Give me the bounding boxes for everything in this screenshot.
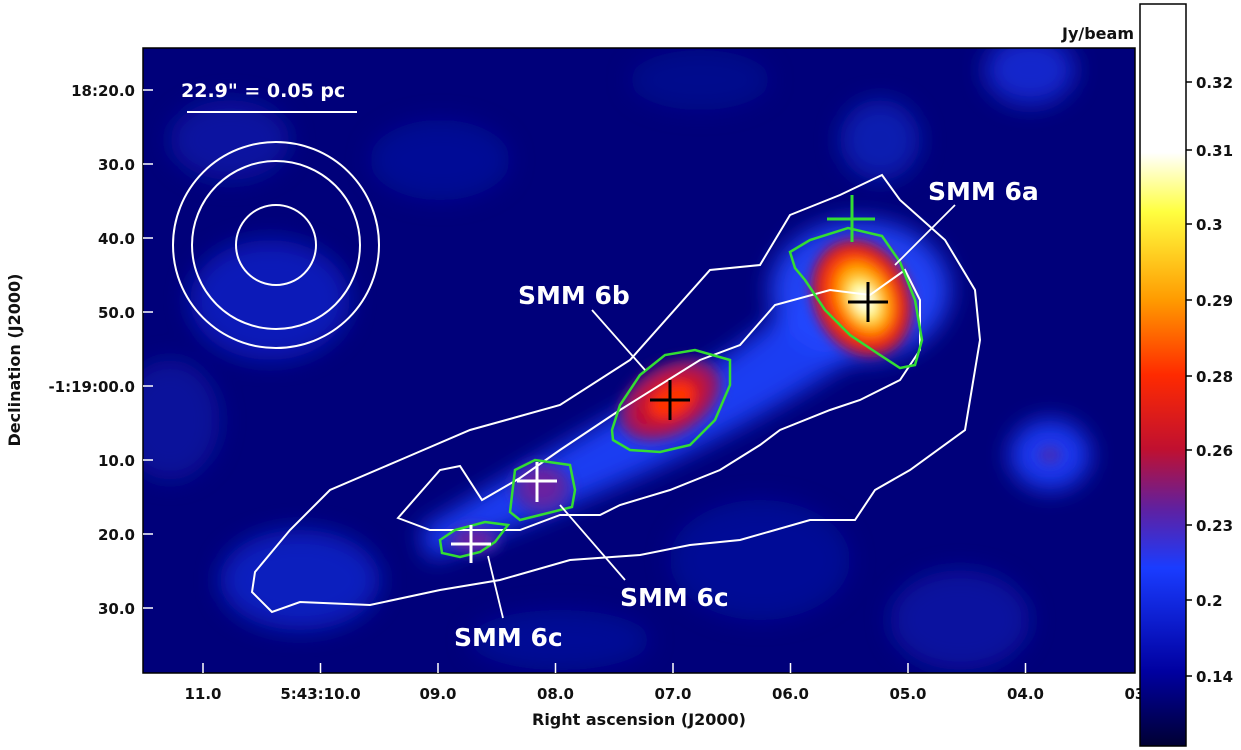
cross-markers (451, 195, 888, 563)
colorbar-tick-label: 0.3 (1196, 216, 1223, 234)
colorbar-tick-label: 0.23 (1196, 517, 1233, 535)
pointer-lines (487, 204, 956, 619)
source-label-6b: SMM 6b (518, 281, 630, 310)
cross-marker-black-6a (848, 282, 888, 322)
green-contour-6b (610, 348, 732, 454)
x-tick-label: 11.0 (184, 685, 221, 703)
heatmap-image (143, 48, 1135, 673)
colorbar-tick-label: 0.14 (1196, 668, 1233, 686)
pointer-line-6c-lower (487, 555, 504, 619)
colorbar-tick-label: 0.29 (1196, 292, 1233, 310)
source-label-6c-upper: SMM 6c (620, 583, 729, 612)
x-tick-label: 09.0 (419, 685, 456, 703)
beam-circle-inner (235, 204, 317, 286)
y-tick-label: -1:19:00.0 (48, 378, 135, 396)
green-contour-6c-upper (508, 458, 577, 522)
colorbar-tick-label: 0.26 (1196, 442, 1233, 460)
y-tick-label: 30.0 (98, 600, 135, 618)
source-labels: SMM 6a SMM 6b SMM 6c SMM 6c (454, 177, 1039, 652)
y-tick-label: 10.0 (98, 452, 135, 470)
x-tick-label: 08.0 (537, 685, 574, 703)
pointer-line-6b (591, 309, 646, 371)
y-tick-label: 40.0 (98, 230, 135, 248)
white-contour-outer (250, 173, 982, 614)
y-tick-label: 20.0 (98, 526, 135, 544)
pointer-line-6c-upper (559, 504, 626, 581)
green-contour-6c-lower (438, 520, 511, 559)
scale-bar: 22.9" = 0.05 pc (181, 80, 357, 113)
cross-marker-green-6a (827, 195, 875, 242)
plot-frame (142, 47, 1136, 674)
source-label-6a: SMM 6a (928, 177, 1039, 206)
colorbar-tick-label: 0.32 (1196, 74, 1233, 92)
x-tick-label: 06.0 (772, 685, 809, 703)
y-tick-label: 30.0 (98, 156, 135, 174)
cross-marker-white-6c-lower (451, 525, 491, 563)
scale-bar-label: 22.9" = 0.05 pc (181, 80, 345, 102)
colorbar: Jy/beam 0.320.310.30.290.280.260.230.20.… (1061, 3, 1233, 747)
green-contour-6a (788, 226, 924, 370)
beam-circle-outer (172, 141, 380, 349)
colorbar-tick-label: 0.2 (1196, 592, 1223, 610)
colorbar-unit-label: Jy/beam (1061, 24, 1134, 43)
x-axis-title: Right ascension (J2000) (532, 710, 746, 729)
y-tick-label: 18:20.0 (71, 82, 135, 100)
beam-circles (172, 141, 380, 349)
colorbar-ticks: 0.32 0.31 0.3 0.29 0.28 0.26 0.23 0.2 0.14 (1186, 74, 1233, 686)
pointer-line-6a (894, 204, 956, 266)
beam-circle-middle (191, 160, 361, 330)
y-axis-title: Declination (J2000) (5, 274, 24, 447)
x-tick-label: 5:43:10.0 (280, 685, 360, 703)
y-axis-ticks: 18:20.0 30.0 40.0 50.0 -1:19:00.0 10.0 20.0 30.… (48, 82, 153, 618)
colorbar-gradient (1139, 3, 1187, 747)
cross-marker-white-6c-upper (517, 462, 557, 502)
x-tick-label: 07.0 (654, 685, 691, 703)
colorbar-tick-label: 0.28 (1196, 368, 1233, 386)
colorbar-tick-label: 0.31 (1196, 142, 1233, 160)
y-tick-label: 50.0 (98, 304, 135, 322)
cross-marker-black-6b (650, 380, 690, 420)
source-label-6c-lower: SMM 6c (454, 623, 563, 652)
green-contours (438, 226, 924, 559)
x-tick-label: 04.0 (1007, 685, 1044, 703)
x-tick-label: 05.0 (889, 685, 926, 703)
